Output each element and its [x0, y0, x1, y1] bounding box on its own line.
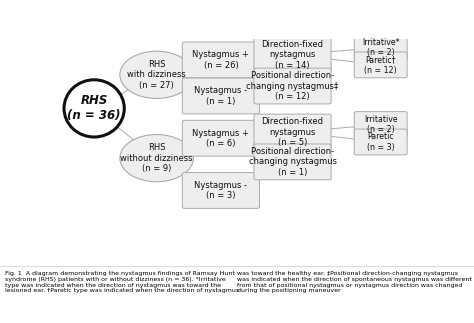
FancyBboxPatch shape [182, 120, 259, 156]
Ellipse shape [120, 134, 193, 182]
Text: RHS
with dizziness
(n = 27): RHS with dizziness (n = 27) [127, 60, 186, 90]
FancyBboxPatch shape [254, 37, 331, 73]
Text: RHS
(n = 36): RHS (n = 36) [67, 94, 121, 122]
FancyBboxPatch shape [182, 172, 259, 208]
Text: Irritative
(n = 2): Irritative (n = 2) [364, 115, 398, 134]
Text: was toward the healthy ear. ‡Positional direction-changing nystagmus
was indicat: was toward the healthy ear. ‡Positional … [237, 271, 472, 293]
FancyBboxPatch shape [182, 78, 259, 114]
Text: Irritative*
(n = 2): Irritative* (n = 2) [362, 38, 400, 57]
Text: Nystagmus +
(n = 6): Nystagmus + (n = 6) [192, 129, 249, 148]
FancyBboxPatch shape [254, 68, 331, 104]
Text: Positional direction-
changing nystagmus‡
(n = 12): Positional direction- changing nystagmus… [246, 71, 338, 101]
Text: Paretic
(n = 3): Paretic (n = 3) [367, 132, 394, 152]
FancyBboxPatch shape [254, 144, 331, 180]
FancyBboxPatch shape [354, 52, 407, 78]
Ellipse shape [64, 80, 124, 137]
FancyBboxPatch shape [354, 35, 407, 60]
Text: Direction-fixed
nystagmus
(n = 14): Direction-fixed nystagmus (n = 14) [262, 40, 324, 70]
Text: RHS
without dizziness
(n = 9): RHS without dizziness (n = 9) [120, 143, 193, 173]
Text: Direction-fixed
nystagmus
(n = 5): Direction-fixed nystagmus (n = 5) [262, 117, 324, 147]
Text: Nystagmus -
(n = 1): Nystagmus - (n = 1) [194, 86, 247, 106]
FancyBboxPatch shape [182, 42, 259, 78]
FancyBboxPatch shape [354, 112, 407, 138]
Text: Paretic†
(n = 12): Paretic† (n = 12) [365, 55, 397, 75]
Ellipse shape [120, 51, 193, 99]
Text: Positional direction-
changing nystagmus
(n = 1): Positional direction- changing nystagmus… [248, 147, 337, 177]
FancyBboxPatch shape [354, 129, 407, 155]
Text: Nystagmus -
(n = 3): Nystagmus - (n = 3) [194, 181, 247, 200]
Text: Nystagmus +
(n = 26): Nystagmus + (n = 26) [192, 50, 249, 69]
Text: Fig. 1  A diagram demonstrating the nystagmus findings of Ramsay Hunt
syndrome (: Fig. 1 A diagram demonstrating the nysta… [5, 271, 239, 293]
FancyBboxPatch shape [254, 114, 331, 150]
